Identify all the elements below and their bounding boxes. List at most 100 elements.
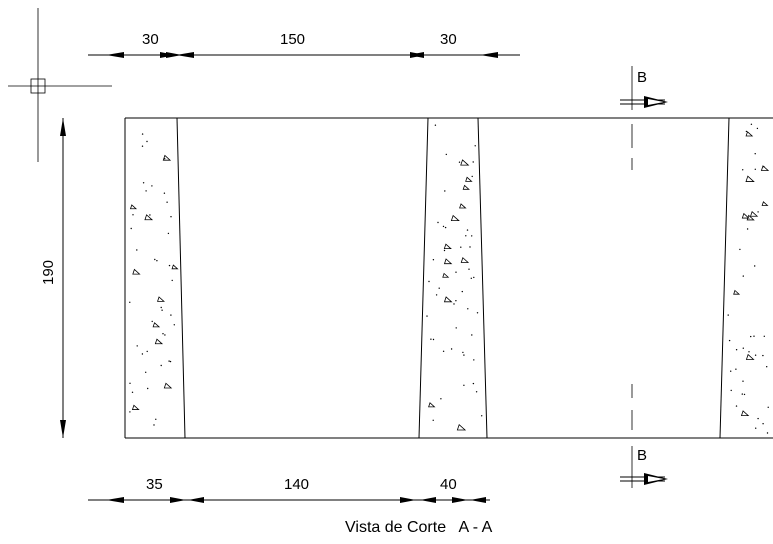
hatch-dot	[471, 334, 473, 336]
hatch-dot	[470, 277, 472, 279]
hatch-triangle	[131, 404, 140, 410]
section-line-b: B B	[620, 66, 668, 488]
hatch-dot	[156, 260, 158, 262]
hatch-triangle	[152, 322, 161, 328]
section-marker-top: B	[637, 69, 647, 86]
bottom-dimension-2: 140	[284, 476, 309, 493]
hatch-triangle	[733, 289, 741, 295]
hatch-triangle	[459, 203, 467, 209]
hatch-dot	[171, 279, 173, 282]
hatch-dot	[463, 354, 465, 356]
hatch-dot	[432, 338, 435, 341]
hatch-dot	[455, 327, 457, 329]
hatch-dot	[170, 216, 172, 218]
height-dimension: 190	[40, 260, 57, 285]
bottom-dimension-chain: 35 140 40	[88, 476, 490, 503]
hatch-triangle	[465, 176, 473, 182]
drawing-title: Vista de Corte A - A	[345, 519, 493, 536]
hatch-triangle	[443, 243, 452, 250]
hatch-dot	[750, 335, 752, 338]
hatch-dot	[742, 169, 744, 171]
hatch-triangle	[462, 184, 470, 190]
crosshair-cursor-icon	[8, 8, 112, 162]
hatch-dot	[756, 127, 759, 130]
hatch-dot	[766, 432, 769, 434]
hatch-triangle	[460, 159, 470, 166]
hatch-dot	[739, 248, 741, 251]
hatch-dot	[735, 405, 738, 407]
hatch-dot	[455, 300, 457, 302]
hatch-triangle	[750, 210, 759, 217]
hatch-dot	[428, 280, 430, 283]
hatch-dot	[155, 418, 157, 420]
hatch-dot	[728, 339, 731, 342]
top-dimension-chain: 30 150 30	[88, 31, 520, 58]
hatch-dot	[130, 227, 132, 230]
hatch-triangle	[443, 296, 453, 303]
hatch-triangle	[428, 402, 436, 408]
hatch-dot	[141, 133, 144, 135]
hatch-dot	[151, 185, 153, 187]
hatch-dot	[151, 320, 153, 323]
hatch-dot	[460, 246, 462, 248]
concrete-wall-middle	[418, 117, 488, 439]
section-outline	[124, 117, 773, 439]
hatch-dot	[160, 364, 162, 367]
hatch-dot	[450, 348, 453, 350]
hatch-dot	[472, 382, 475, 385]
hatch-dot	[762, 354, 764, 357]
hatch-triangle	[745, 353, 755, 360]
hatch-dot	[442, 350, 445, 352]
hatch-triangle	[144, 214, 154, 221]
top-dimension-1: 30	[142, 31, 159, 48]
concrete-hatch	[727, 123, 770, 434]
hatch-dot	[476, 312, 479, 314]
hatch-dot	[754, 354, 757, 356]
hatch-dot	[164, 158, 166, 160]
hatch-dot	[767, 406, 769, 408]
hatch-dot	[466, 229, 469, 231]
hatch-dot	[444, 190, 446, 192]
hatch-dot	[735, 368, 737, 370]
hatch-dot	[149, 214, 151, 216]
hatch-dot	[743, 393, 746, 396]
hatch-dot	[173, 324, 175, 326]
hatch-dot	[147, 387, 149, 390]
hatch-dot	[754, 153, 756, 155]
hatch-dot	[437, 221, 439, 224]
hatch-triangle	[745, 131, 754, 137]
hatch-triangle	[157, 296, 165, 302]
hatch-dot	[462, 351, 464, 354]
hatch-triangle	[745, 175, 755, 182]
hatch-triangle	[162, 154, 172, 161]
hatch-dot	[440, 398, 442, 400]
hatch-triangle	[761, 201, 769, 206]
section-marker-bottom: B	[637, 447, 647, 464]
hatch-dot	[443, 249, 446, 252]
hatch-dot	[426, 315, 428, 317]
hatch-dot	[474, 145, 476, 147]
hatch-dot	[469, 246, 471, 248]
hatch-dot	[461, 290, 463, 293]
hatch-dot	[129, 301, 131, 303]
hatch-triangle	[740, 410, 750, 416]
hatch-dot	[168, 360, 170, 362]
hatch-dot	[762, 423, 764, 425]
hatch-triangle	[163, 382, 173, 389]
hatch-dot	[453, 303, 455, 305]
hatch-dot	[163, 192, 166, 194]
hatch-dot	[162, 333, 164, 335]
hatch-dot	[136, 345, 138, 347]
hatch-dot	[471, 175, 473, 178]
hatch-dot	[455, 271, 457, 273]
hatch-dot	[169, 360, 172, 363]
hatch-dot	[161, 309, 163, 311]
bottom-dimension-1: 35	[146, 476, 163, 493]
hatch-dot	[735, 349, 738, 351]
hatch-dot	[481, 415, 483, 417]
hatch-dot	[141, 145, 144, 147]
hatch-dot	[146, 350, 148, 353]
hatch-dot	[754, 168, 756, 170]
hatch-dot	[442, 225, 445, 228]
hatch-dot	[145, 190, 147, 192]
